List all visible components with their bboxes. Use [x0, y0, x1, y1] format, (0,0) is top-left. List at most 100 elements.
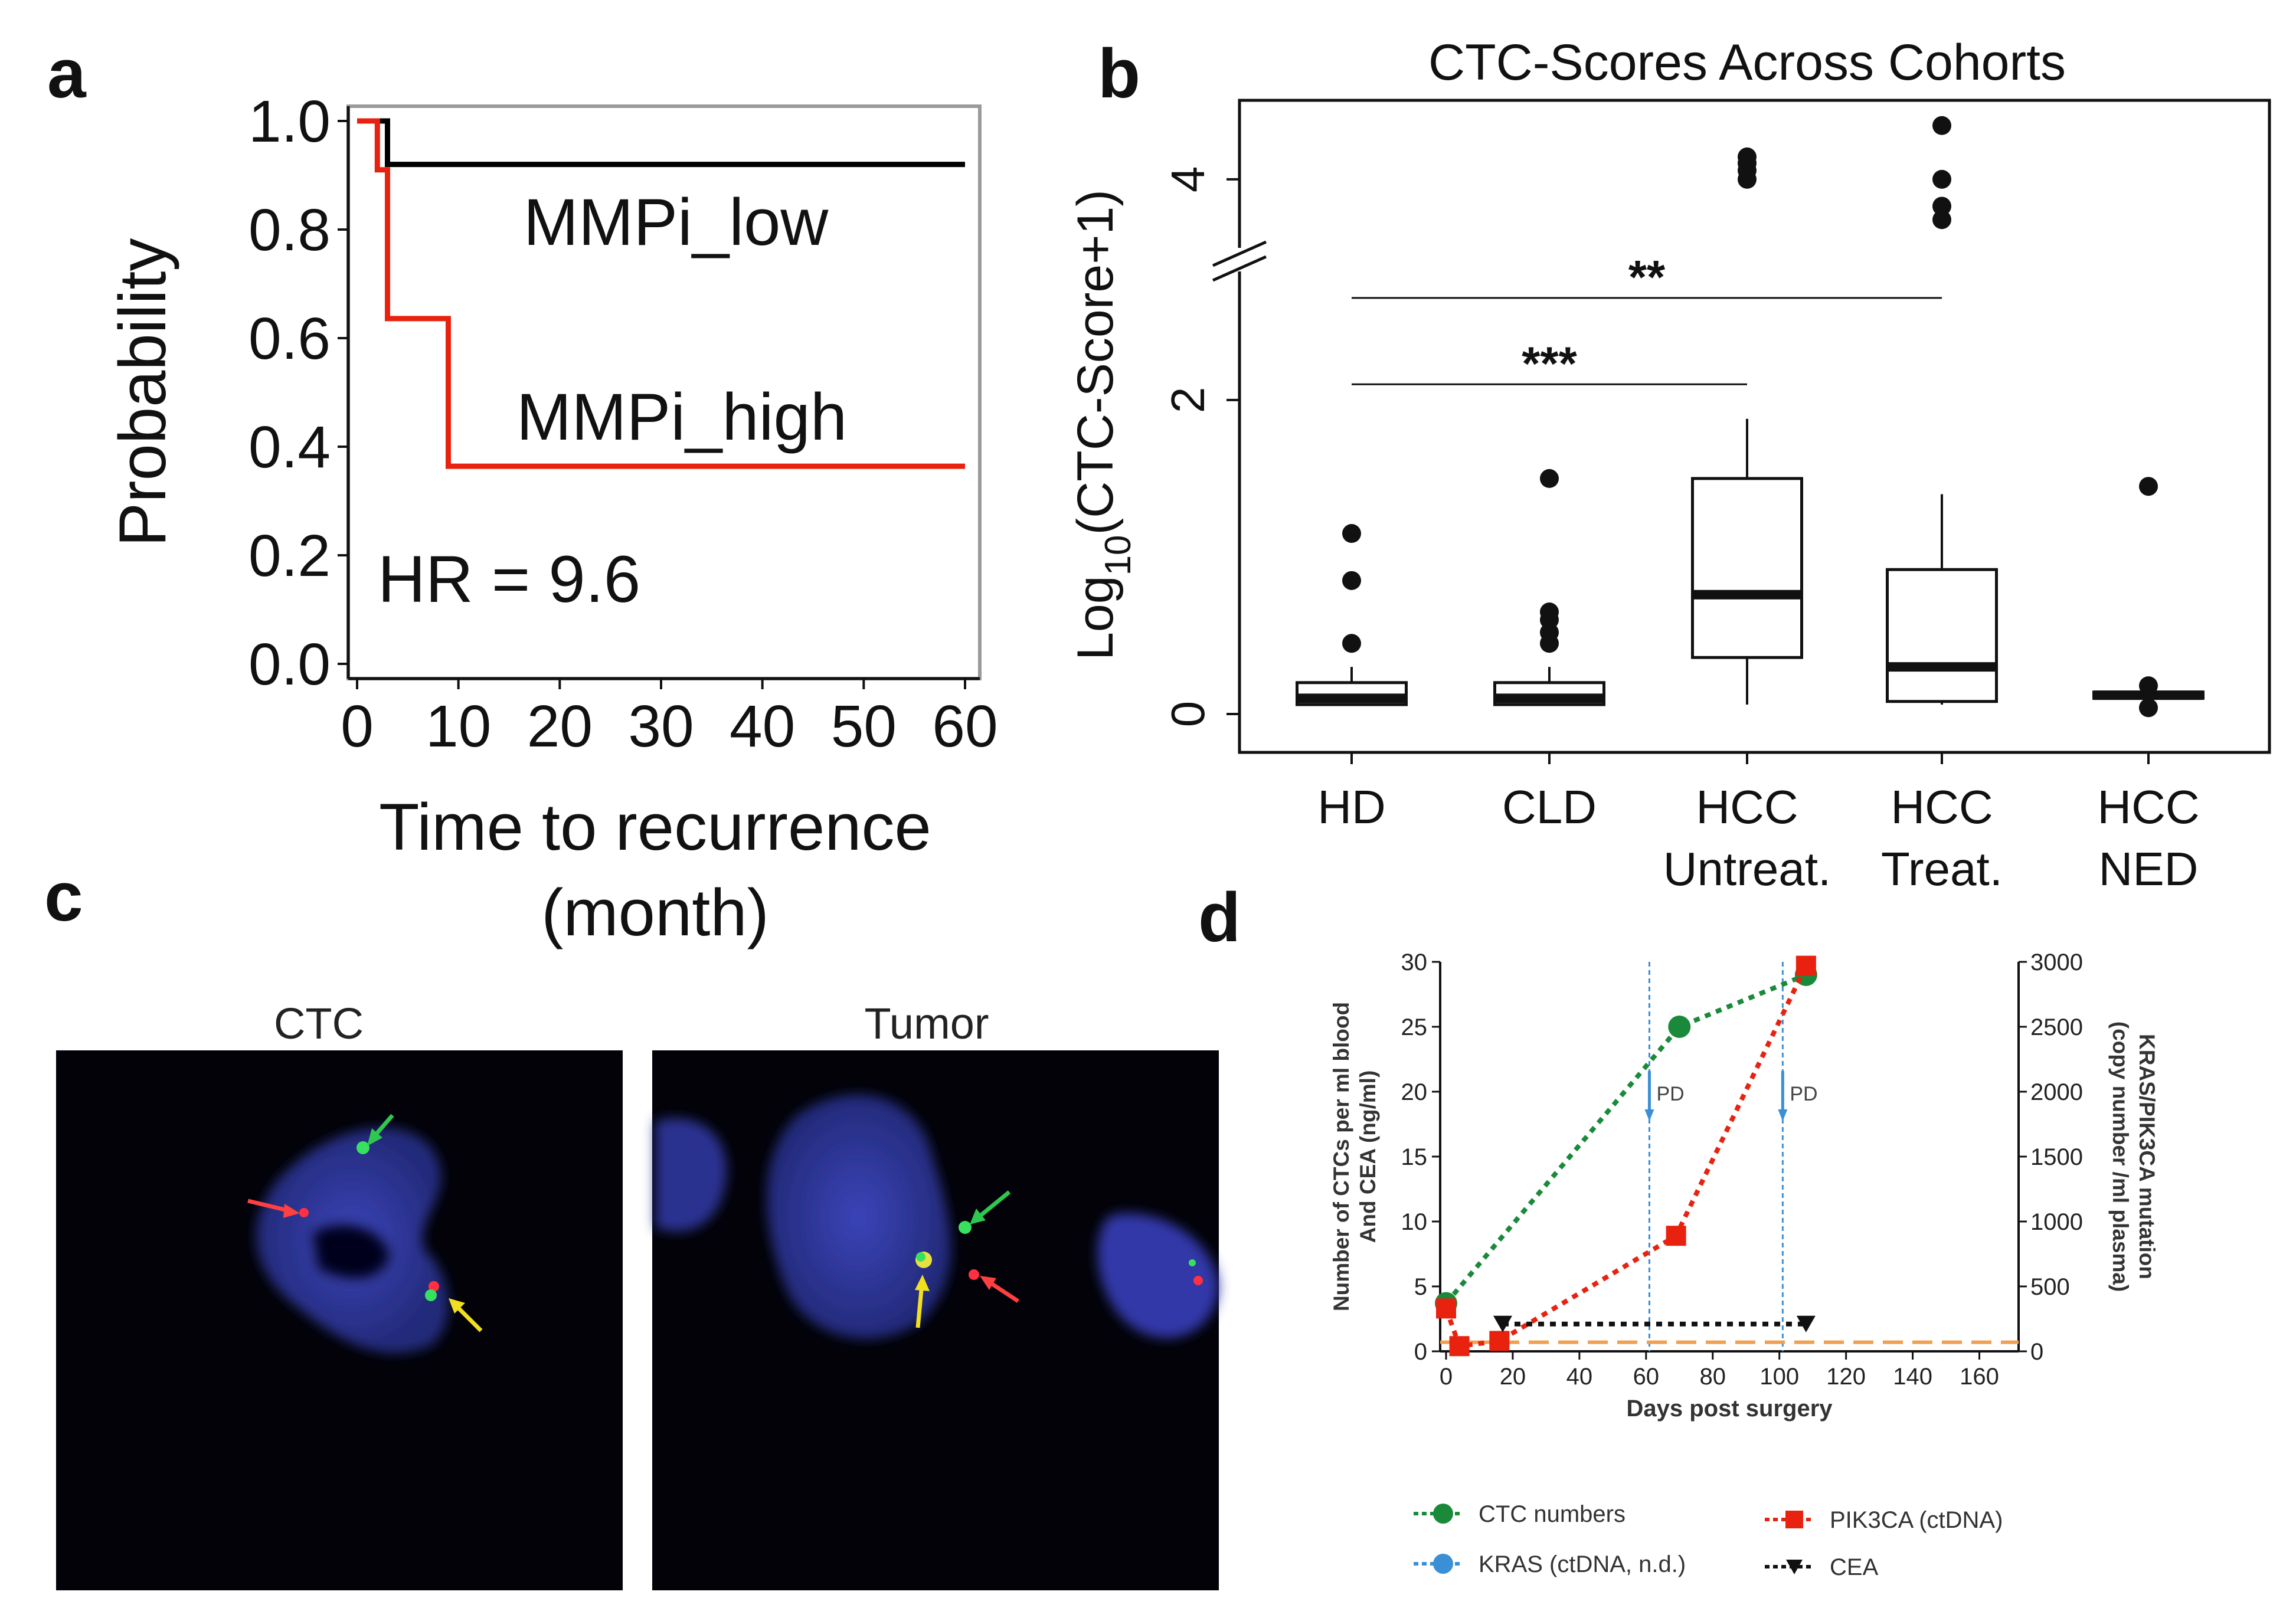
y-right-tick-label: 3000: [2030, 949, 2083, 975]
pd-label: PD: [1656, 1083, 1684, 1105]
series-marker: [1666, 1226, 1686, 1246]
tumor-nucleus: [1097, 1213, 1219, 1338]
series-marker: [1489, 1331, 1510, 1351]
y-left-tick-label: 25: [1401, 1014, 1428, 1040]
y-right-tick-label: 2000: [2030, 1079, 2083, 1105]
outlier-point: [1540, 469, 1559, 488]
ctc-timeline-chart: 0 5 10 15 20 25 30 0 500 1000 1500 2000 2500 3000 0 20 4…: [1329, 949, 2159, 1580]
boxplot-chart: CTC-Scores Across Cohorts 0 2 4 Log10(CTC-Sc…: [1067, 34, 2271, 895]
x-tick-label: 60: [932, 693, 997, 759]
red-arrow-head: [283, 1204, 300, 1218]
x-axis-label: Time to recurrence: [379, 790, 931, 864]
series-marker: [1436, 1298, 1456, 1319]
yellow-arrow-head: [449, 1298, 465, 1314]
y-right-tick-label: 2500: [2030, 1014, 2083, 1040]
red-signal: [1193, 1276, 1203, 1285]
legend-label: CTC numbers: [1479, 1501, 1625, 1527]
series-marker: [1796, 1315, 1816, 1332]
y-axis-label-sub: 10: [1098, 535, 1139, 575]
box: [1691, 477, 1803, 659]
green-signal: [959, 1221, 972, 1234]
y-right-tick-label: 1000: [2030, 1209, 2083, 1235]
outlier-point: [1342, 571, 1361, 590]
legend-label: KRAS (ctDNA, n.d.): [1479, 1551, 1686, 1577]
yellow-arrow-head: [915, 1275, 930, 1291]
y-tick-label: 0.0: [248, 631, 331, 697]
y-tick-label: 0.2: [248, 523, 331, 589]
y-tick-label: 0.6: [248, 306, 331, 372]
y-left-tick-label: 0: [1414, 1339, 1427, 1365]
image-label-tumor: Tumor: [864, 999, 989, 1048]
series-marker: [1668, 1016, 1691, 1038]
legend-label: PIK3CA (ctDNA): [1830, 1507, 2003, 1533]
x-tick-label: CLD: [1502, 781, 1597, 833]
panel-letter-a: a: [47, 35, 87, 113]
x-tick-label: HCC: [1891, 781, 1993, 833]
x-axis-label: Days post surgery: [1626, 1396, 1833, 1422]
green-arrow-head: [970, 1209, 986, 1224]
y-tick-label: 0.8: [248, 197, 331, 263]
panel-letter-d: d: [1198, 879, 1241, 957]
y-tick-label: 0: [1162, 701, 1214, 728]
y-tick-label: 0.4: [248, 414, 331, 480]
green-signal: [425, 1289, 437, 1301]
outlier-point: [2139, 698, 2158, 718]
green-arrow-head: [367, 1128, 382, 1146]
legend-marker: [1785, 1511, 1803, 1528]
x-tick-label: 120: [1826, 1364, 1866, 1390]
green-arrow: [975, 1190, 1011, 1220]
y-left-tick-label: 10: [1401, 1209, 1428, 1235]
x-tick-label-line2: Untreat.: [1663, 843, 1831, 895]
x-axis-label-unit: (month): [541, 876, 769, 949]
x-tick-label-line2: Treat.: [1881, 843, 2003, 895]
km-curve-MMPi_high: [357, 118, 965, 469]
pd-arrow-head: [1644, 1109, 1654, 1121]
x-tick-label: 20: [527, 693, 593, 759]
y-left-tick-label: 30: [1401, 949, 1428, 975]
x-tick-label: 40: [1566, 1364, 1593, 1390]
chart-title: CTC-Scores Across Cohorts: [1428, 34, 2066, 91]
x-tick-label-line2: NED: [2099, 843, 2199, 895]
yellow-arrow: [915, 1283, 924, 1328]
hazard-ratio-annotation: HR = 9.6: [378, 542, 640, 616]
y-right-axis-label-2: (copy number /ml plasma): [2108, 1021, 2133, 1292]
plot-frame: [1238, 99, 2271, 754]
red-signal: [429, 1281, 439, 1292]
significance-stars: ***: [1522, 337, 1577, 389]
green-signal: [1189, 1259, 1196, 1266]
box: [1886, 568, 1998, 703]
series-marker: [1449, 1336, 1470, 1357]
outlier-point: [1342, 524, 1361, 543]
outlier-point: [1932, 197, 1951, 216]
x-tick-label: HCC: [2097, 781, 2199, 833]
legend-marker: [1433, 1504, 1453, 1524]
green-signal: [356, 1141, 369, 1154]
pd-arrow-head: [1778, 1109, 1788, 1121]
outlier-point: [1932, 210, 1951, 230]
y-tick-label: 1.0: [248, 89, 331, 155]
x-tick-label: 160: [1960, 1364, 1999, 1390]
fish-images: CTC Tumor: [56, 999, 1219, 1590]
red-arrow-head: [980, 1276, 996, 1290]
x-tick-label: 40: [730, 693, 795, 759]
image-label-ctc: CTC: [274, 999, 364, 1048]
tumor-nucleus: [655, 1118, 727, 1232]
x-tick-label: 20: [1500, 1364, 1526, 1390]
y-tick-label: 4: [1162, 166, 1214, 193]
legend-marker: [1786, 1560, 1803, 1574]
x-tick-label: 50: [831, 693, 897, 759]
y-left-axis-label-2: And CEA (ng/ml): [1356, 1070, 1380, 1243]
x-tick-label: 30: [628, 693, 694, 759]
y-axis-label-rest: (CTC-Score+1): [1067, 189, 1124, 535]
x-tick-label: 10: [426, 693, 491, 759]
axis-break-mark: [1212, 255, 1267, 282]
y-left-tick-label: 5: [1414, 1274, 1427, 1300]
outlier-point: [2139, 676, 2158, 696]
outlier-point: [1540, 602, 1559, 622]
outlier-point: [1932, 116, 1951, 135]
x-tick-label: HD: [1317, 781, 1386, 833]
series-label-low: MMPi_low: [524, 185, 829, 259]
series-marker: [1493, 1315, 1512, 1332]
